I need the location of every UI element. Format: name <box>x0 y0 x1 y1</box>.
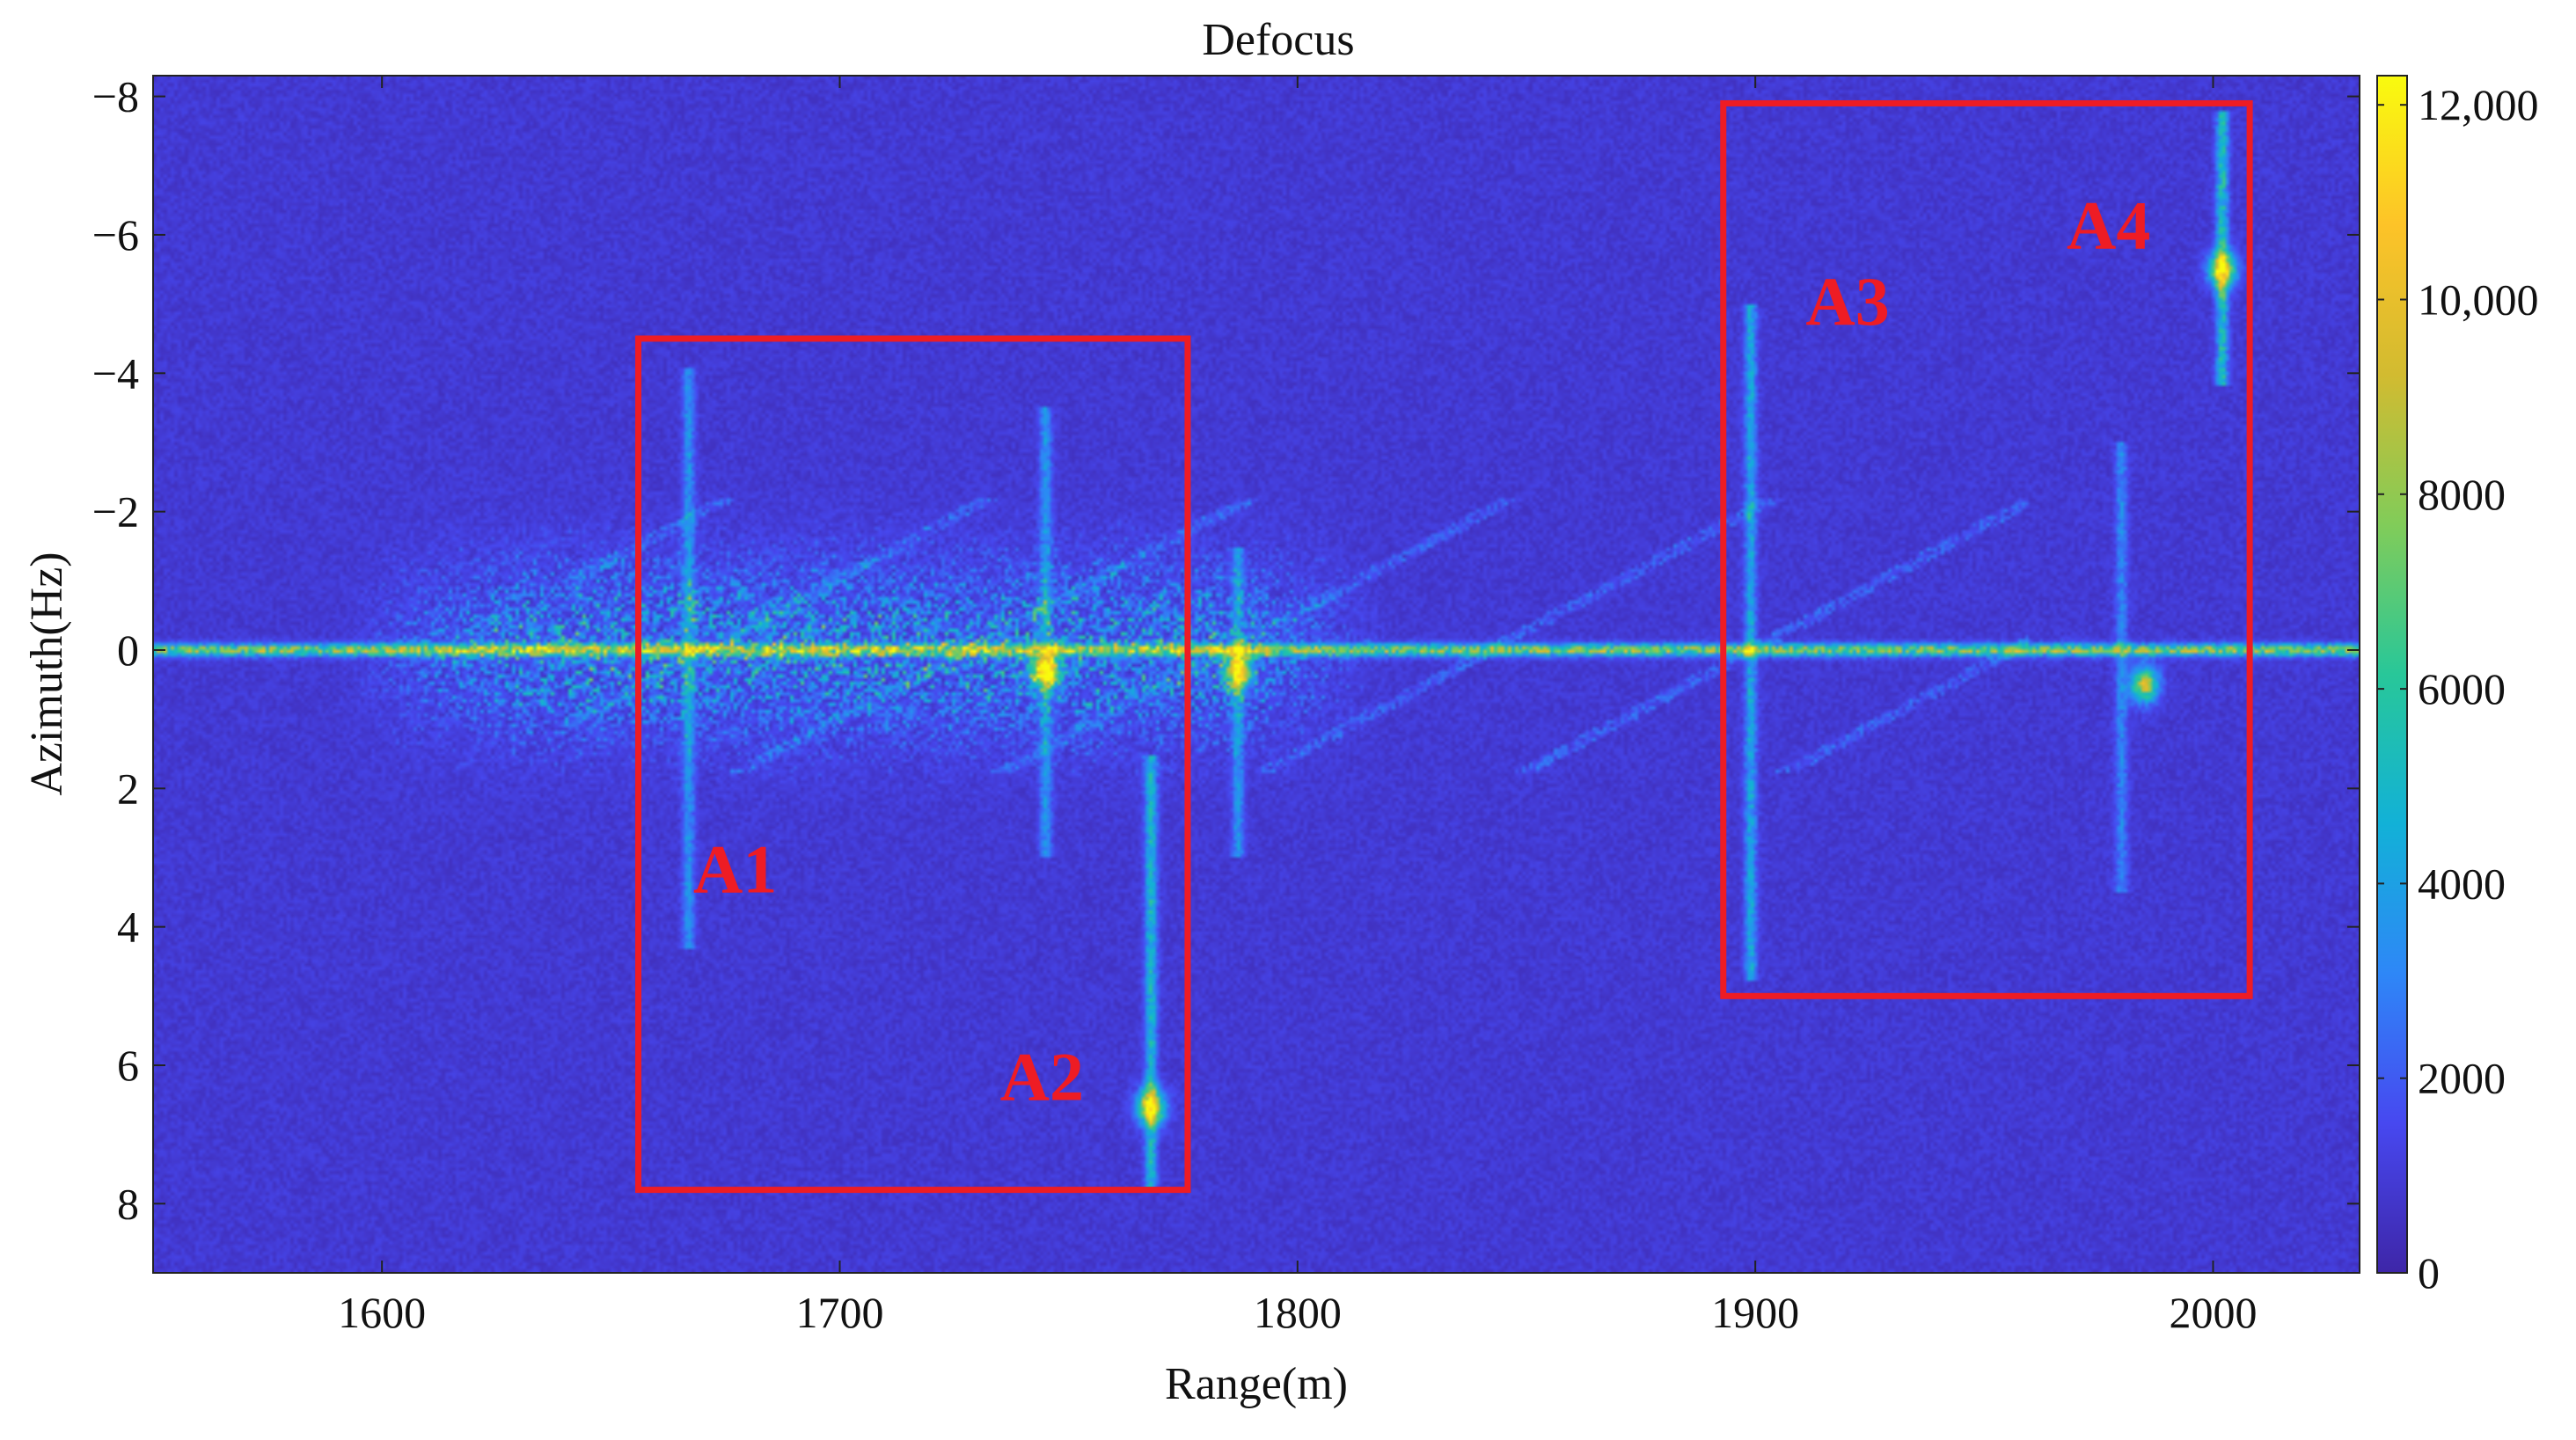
annotation-layer: A1 A2 A3 A4 <box>635 99 2253 1194</box>
y-axis-title: Azimuth(Hz) <box>22 552 72 795</box>
x-tick-label: 2000 <box>2169 1288 2257 1337</box>
x-axis-title: Range(m) <box>1165 1359 1348 1409</box>
colorbar-gradient <box>2376 75 2408 1274</box>
annotation-box-a3 <box>1720 99 2253 999</box>
y-tick-label: 6 <box>117 1041 139 1090</box>
chart-title: Defocus <box>1202 15 1354 65</box>
annotation-label-a1: A1 <box>693 830 777 907</box>
x-tick-label: 1800 <box>1254 1288 1342 1337</box>
annotation-label-a3: A3 <box>1805 263 1889 340</box>
y-axis: −8 −6 −4 −2 0 2 4 6 8 <box>92 72 2360 1228</box>
colorbar-tick-label: 4000 <box>2418 859 2506 908</box>
annotation-label-a4: A4 <box>2067 187 2150 264</box>
y-tick-label: 4 <box>117 903 139 952</box>
y-tick-label: 0 <box>117 625 139 675</box>
colorbar-tick-label: 6000 <box>2418 664 2506 713</box>
x-tick-label: 1900 <box>1711 1288 1799 1337</box>
colorbar-tick-label: 10,000 <box>2418 274 2539 324</box>
y-tick-label: −4 <box>92 348 139 398</box>
annotation-box-a1 <box>635 335 1191 1194</box>
x-tick-label: 1600 <box>338 1288 426 1337</box>
colorbar-tick-label: 0 <box>2418 1248 2440 1297</box>
colorbar-tick-label: 8000 <box>2418 470 2506 519</box>
y-tick-label: −2 <box>92 487 139 537</box>
x-tick-label: 1700 <box>795 1288 883 1337</box>
heatmap-plot-area: A1 A2 A3 A4 <box>152 75 2360 1274</box>
x-axis: 1600 1700 1800 1900 2000 <box>338 76 2257 1337</box>
colorbar: 0 2000 4000 6000 8000 10,000 12,000 <box>2376 75 2539 1297</box>
y-tick-label: 2 <box>117 764 139 813</box>
annotation-label-a2: A2 <box>1000 1038 1084 1115</box>
y-tick-label: 8 <box>117 1179 139 1228</box>
heatmap-image <box>153 76 2360 1273</box>
colorbar-ticks: 0 2000 4000 6000 8000 10,000 12,000 <box>2377 80 2539 1297</box>
colorbar-tick-label: 2000 <box>2418 1054 2506 1103</box>
y-tick-label: −6 <box>92 210 139 259</box>
y-tick-label: −8 <box>92 72 139 121</box>
plot-frame <box>152 75 2360 1274</box>
colorbar-tick-label: 12,000 <box>2418 80 2539 129</box>
